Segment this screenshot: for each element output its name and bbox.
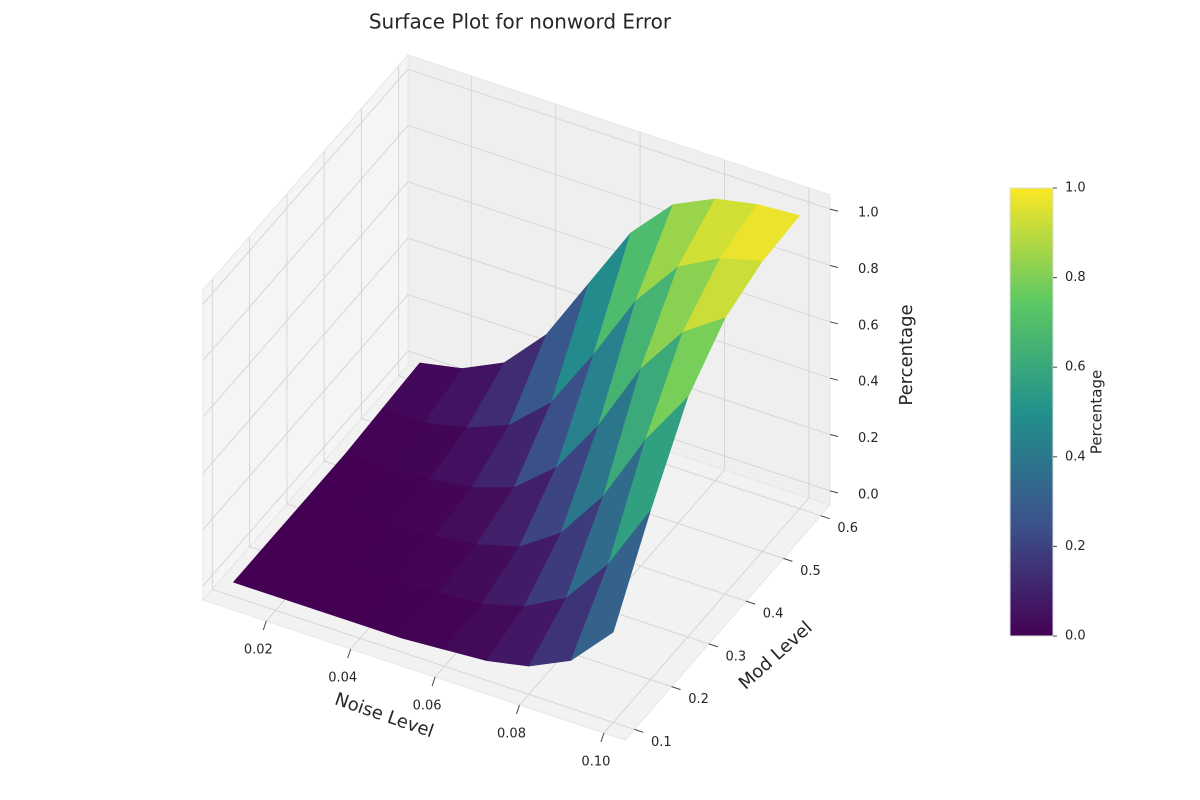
y-tick-label: 0.6 <box>837 521 858 536</box>
y-tick-label: 0.2 <box>688 692 709 707</box>
grid-line <box>202 125 409 361</box>
chart-title: Surface Plot for nonword Error <box>369 10 672 34</box>
z-tick-label: 1.0 <box>858 206 879 221</box>
grid-line <box>202 181 409 418</box>
x-tick-label: 0.02 <box>244 643 273 658</box>
tick-mark <box>600 732 605 743</box>
tick-mark <box>829 434 839 438</box>
y-tick-label: 0.1 <box>651 735 672 750</box>
grid-line <box>202 294 409 530</box>
x-tick-label: 0.04 <box>328 671 357 686</box>
colorbar-tick-label: 0.8 <box>1065 270 1086 285</box>
grid-line <box>202 68 409 305</box>
tick-mark <box>431 676 436 687</box>
grid-line <box>202 237 409 474</box>
tick-mark <box>820 515 830 520</box>
colorbar-tick-label: 1.0 <box>1065 181 1086 196</box>
x-tick-label: 0.10 <box>581 755 610 770</box>
y-tick-label: 0.4 <box>763 607 784 622</box>
x-tick-label: 0.06 <box>413 699 442 714</box>
z-tick-label: 0.2 <box>858 431 879 446</box>
colorbar-label: Percentage <box>1088 370 1106 454</box>
surface-cell <box>570 510 651 661</box>
axes: 0.02 0.04 0.06 0.08 0.10 0.1 0.2 0.3 0.4 0.5 0.6 0.… <box>244 206 879 770</box>
y-axis-label: Mod Level <box>735 617 817 694</box>
x-tick-label: 0.08 <box>497 727 526 742</box>
tick-mark <box>671 686 681 691</box>
grid-line <box>202 350 409 587</box>
z-axis-label: Percentage <box>896 304 917 405</box>
z-tick-label: 0.6 <box>858 318 879 333</box>
tick-mark <box>829 208 839 212</box>
colorbar-tick-label: 0.0 <box>1065 629 1086 644</box>
z-tick-label: 0.4 <box>858 375 879 390</box>
surface <box>233 198 800 667</box>
grid-line <box>407 68 831 210</box>
grid-line <box>212 588 635 730</box>
tick-mark <box>262 620 267 631</box>
tick-mark <box>745 600 756 605</box>
tick-mark <box>829 321 839 325</box>
grid-line <box>603 497 810 734</box>
tick-mark <box>708 643 719 648</box>
tick-mark <box>516 704 520 715</box>
tick-mark <box>347 648 352 659</box>
colorbar-tick-label: 0.6 <box>1065 360 1086 375</box>
z-tick-label: 0.8 <box>858 262 879 277</box>
y-tick-label: 0.5 <box>800 564 821 579</box>
colorbar-scale <box>1009 187 1054 637</box>
tick-mark <box>783 557 793 562</box>
tick-mark <box>829 264 839 268</box>
x-axis-label: Noise Level <box>332 689 436 742</box>
colorbar: 0.0 0.2 0.4 0.6 0.8 1.0 <box>1009 181 1086 644</box>
z-tick-label: 0.0 <box>858 487 879 502</box>
y-tick-label: 0.3 <box>726 649 747 664</box>
tick-mark <box>634 728 644 733</box>
tick-mark <box>829 490 839 494</box>
colorbar-tick-label: 0.4 <box>1065 449 1086 464</box>
tick-mark <box>829 377 839 381</box>
colorbar-tick-label: 0.2 <box>1065 539 1086 554</box>
